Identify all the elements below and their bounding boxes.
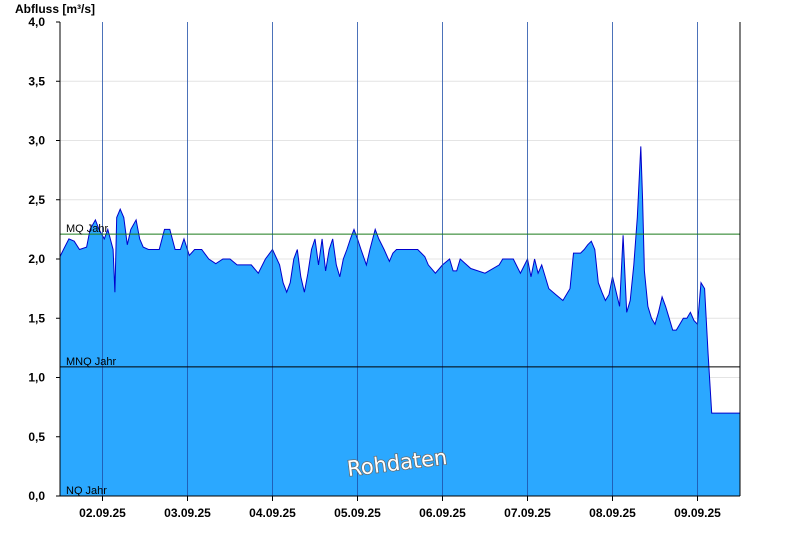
reference-lines: MQ Jahr MNQ Jahr NQ Jahr bbox=[60, 223, 740, 497]
y-axis-label: Abfluss [m³/s] bbox=[15, 2, 95, 16]
day-separators bbox=[102, 22, 698, 496]
x-tick-label: 03.09.25 bbox=[164, 506, 211, 520]
x-tick-label: 05.09.25 bbox=[334, 506, 381, 520]
ref-label: MQ Jahr bbox=[66, 223, 109, 235]
y-tick-label: 3,0 bbox=[28, 134, 45, 148]
x-tick-label: 07.09.25 bbox=[504, 506, 551, 520]
ref-label: NQ Jahr bbox=[66, 485, 107, 497]
series-line bbox=[59, 146, 740, 414]
y-tick-label: 0,5 bbox=[28, 430, 45, 444]
x-tick-label: 04.09.25 bbox=[249, 506, 296, 520]
y-ticks: 4,0 3,5 3,0 2,5 2,0 1,5 1,0 0,5 0,0 bbox=[28, 15, 60, 503]
y-tick-label: 2,5 bbox=[28, 193, 45, 207]
y-tick-label: 4,0 bbox=[28, 15, 45, 29]
y-tick-label: 3,5 bbox=[28, 74, 45, 88]
x-tick-label: 09.09.25 bbox=[674, 506, 721, 520]
ref-label: MNQ Jahr bbox=[66, 356, 116, 368]
area-fill bbox=[60, 146, 740, 496]
y-tick-label: 2,0 bbox=[28, 252, 45, 266]
y-tick-label: 1,5 bbox=[28, 311, 45, 325]
x-tick-label: 06.09.25 bbox=[419, 506, 466, 520]
series-area bbox=[59, 146, 740, 496]
y-tick-label: 0,0 bbox=[28, 489, 45, 503]
x-tick-label: 08.09.25 bbox=[589, 506, 636, 520]
y-tick-label: 1,0 bbox=[28, 371, 45, 385]
x-tick-label: 02.09.25 bbox=[79, 506, 126, 520]
x-ticks: 02.09.25 03.09.25 04.09.25 05.09.25 06.09.25… bbox=[79, 496, 721, 520]
